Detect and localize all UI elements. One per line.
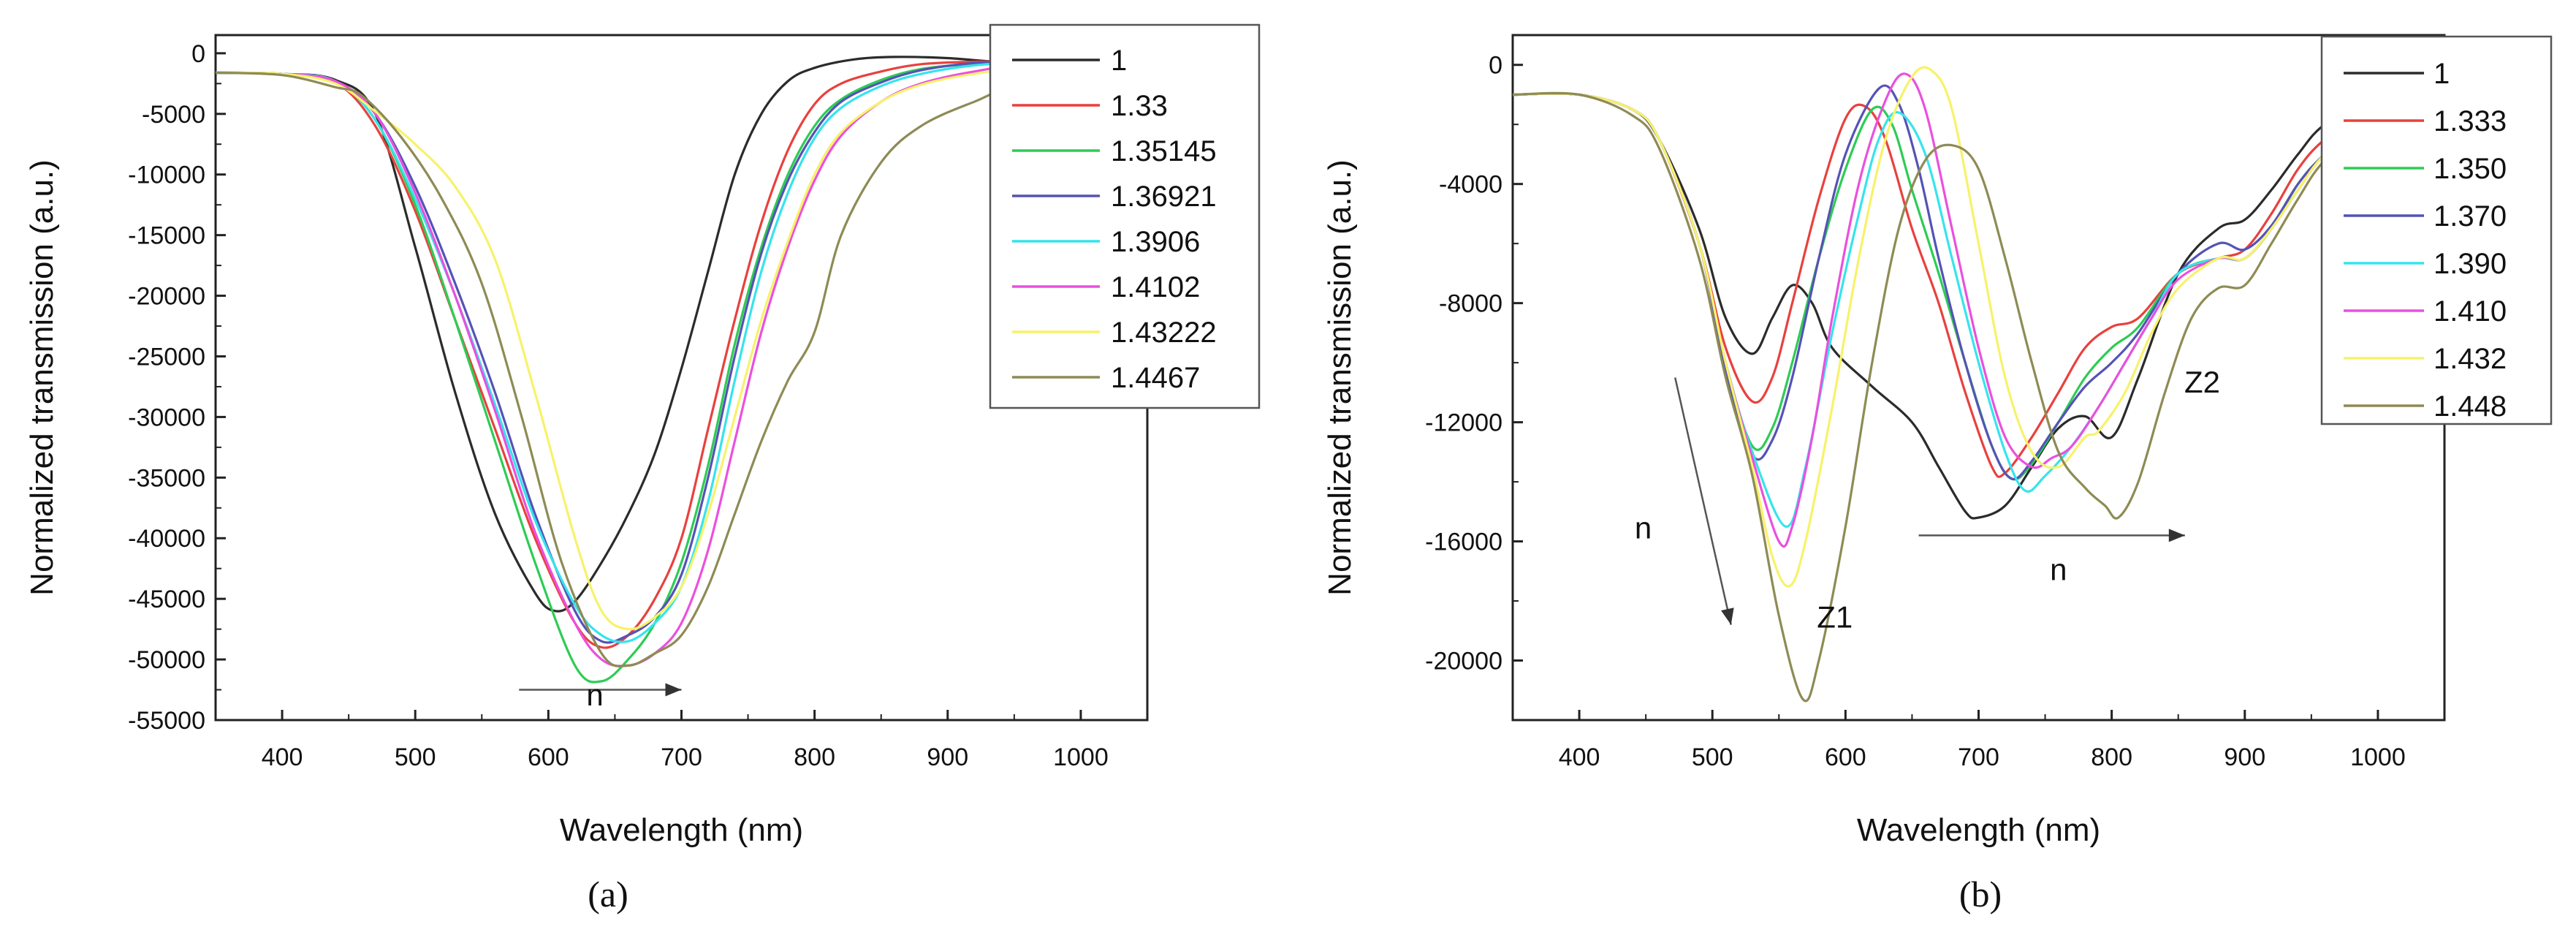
y-tick-label: 0 <box>191 40 205 68</box>
y-axis-label: Normalized transmission (a.u.) <box>1322 159 1358 596</box>
series-line-b-4 <box>1513 90 2444 528</box>
y-tick-label: -30000 <box>128 404 205 431</box>
annotation-arrowhead <box>1721 607 1734 625</box>
series-line-b-0 <box>1513 87 2444 520</box>
y-tick-label: -12000 <box>1425 409 1502 437</box>
legend-entry: 1.33 <box>1111 90 1168 122</box>
series-line-a-3 <box>216 60 1147 644</box>
y-tick-label: -4000 <box>1439 171 1502 199</box>
x-tick-label: 400 <box>1559 743 1600 771</box>
series-line-b-6 <box>1513 66 2444 588</box>
legend-entry: 1 <box>2433 58 2450 90</box>
y-tick-label: 0 <box>1489 52 1502 80</box>
y-tick-label: -45000 <box>128 586 205 613</box>
series-line-a-1 <box>216 60 1147 649</box>
y-tick-label: -8000 <box>1439 290 1502 318</box>
legend-entry: 1.390 <box>2433 248 2507 280</box>
x-tick-label: 700 <box>661 743 702 771</box>
y-tick-label: -20000 <box>1425 648 1502 675</box>
x-tick-label: 700 <box>1958 743 1999 771</box>
legend-entry: 1.370 <box>2433 200 2507 232</box>
x-tick-label: 600 <box>1825 743 1866 771</box>
annotation-arrow <box>1673 377 1732 625</box>
y-tick-label: -40000 <box>128 525 205 553</box>
x-tick-label: 800 <box>794 743 835 771</box>
y-tick-label: -25000 <box>128 343 205 371</box>
series-line-b-1 <box>1513 87 2444 478</box>
x-tick-label: 500 <box>1692 743 1733 771</box>
legend: 1 1.333 1.350 1.370 1.390 1.410 1.432 1.448 <box>2320 35 2553 425</box>
y-axis-label: Normalized transmission (a.u.) <box>24 159 60 596</box>
legend-entry: 1 <box>1111 45 1127 77</box>
x-tick-label: 1000 <box>2350 743 2406 771</box>
y-tick-label: -20000 <box>128 283 205 311</box>
x-tick-label: 1000 <box>1053 743 1109 771</box>
series-group <box>1513 66 2444 703</box>
annotation-label: n <box>2050 553 2067 587</box>
panel-caption: (a) <box>588 874 628 915</box>
y-tick-label: -10000 <box>128 162 205 189</box>
annotation-label: n <box>1635 510 1652 545</box>
annotation-arrowhead <box>665 683 682 697</box>
x-tick-label: 500 <box>395 743 436 771</box>
chart-panel-a: 400 500 600 700 800 900 1000 0 -5000 -10000 -15000… <box>24 23 1261 848</box>
annotation-label: Z2 <box>2184 365 2220 399</box>
x-tick-label: 400 <box>262 743 303 771</box>
chart-panel-b: 400 500 600 700 800 900 1000 0 -4000 -8000 -12000 -… <box>1322 34 2553 848</box>
x-tick-label: 900 <box>927 743 968 771</box>
series-line-a-4 <box>216 61 1147 643</box>
plot-frame <box>1511 34 2446 722</box>
x-axis-label: Wavelength (nm) <box>1857 812 2100 848</box>
series-line-b-7 <box>1513 91 2444 703</box>
y-tick-label: -50000 <box>128 646 205 674</box>
legend-entry: 1.448 <box>2433 390 2507 423</box>
legend-entry: 1.35145 <box>1111 135 1217 167</box>
y-tick-label: -55000 <box>128 707 205 735</box>
legend-entry: 1.350 <box>2433 153 2507 185</box>
legend-entry: 1.3906 <box>1111 226 1200 258</box>
legend-entry: 1.4102 <box>1111 271 1200 303</box>
y-tick-label: -16000 <box>1425 529 1502 556</box>
x-tick-label: 600 <box>528 743 569 771</box>
series-group <box>216 56 1147 684</box>
series-line-b-2 <box>1513 90 2444 481</box>
legend-box <box>989 23 1261 409</box>
legend-entry: 1.410 <box>2433 295 2507 328</box>
x-axis-label: Wavelength (nm) <box>560 812 803 848</box>
legend: 1 1.33 1.35145 1.36921 1.3906 1.4102 1.43222 1.… <box>989 23 1261 409</box>
legend-entry: 1.333 <box>2433 105 2507 137</box>
legend-entry: 1.432 <box>2433 343 2507 375</box>
x-tick-label: 800 <box>2091 743 2132 771</box>
series-line-a-6 <box>216 67 1147 631</box>
panel-caption: (b) <box>1959 874 2002 915</box>
y-tick-label: -5000 <box>142 101 205 129</box>
annotation-label: n <box>586 678 603 712</box>
y-tick-label: -15000 <box>128 222 205 250</box>
legend-entry: 1.43222 <box>1111 317 1217 349</box>
series-line-a-7 <box>216 71 1147 667</box>
annotation-arrowhead <box>2168 529 2185 542</box>
annotation-label: Z1 <box>1817 600 1853 635</box>
x-tick-label: 900 <box>2224 743 2265 771</box>
series-line-a-0 <box>216 56 1147 613</box>
legend-entry: 1.36921 <box>1111 181 1217 213</box>
legend-entry: 1.4467 <box>1111 362 1200 394</box>
y-tick-label: -35000 <box>128 464 205 492</box>
